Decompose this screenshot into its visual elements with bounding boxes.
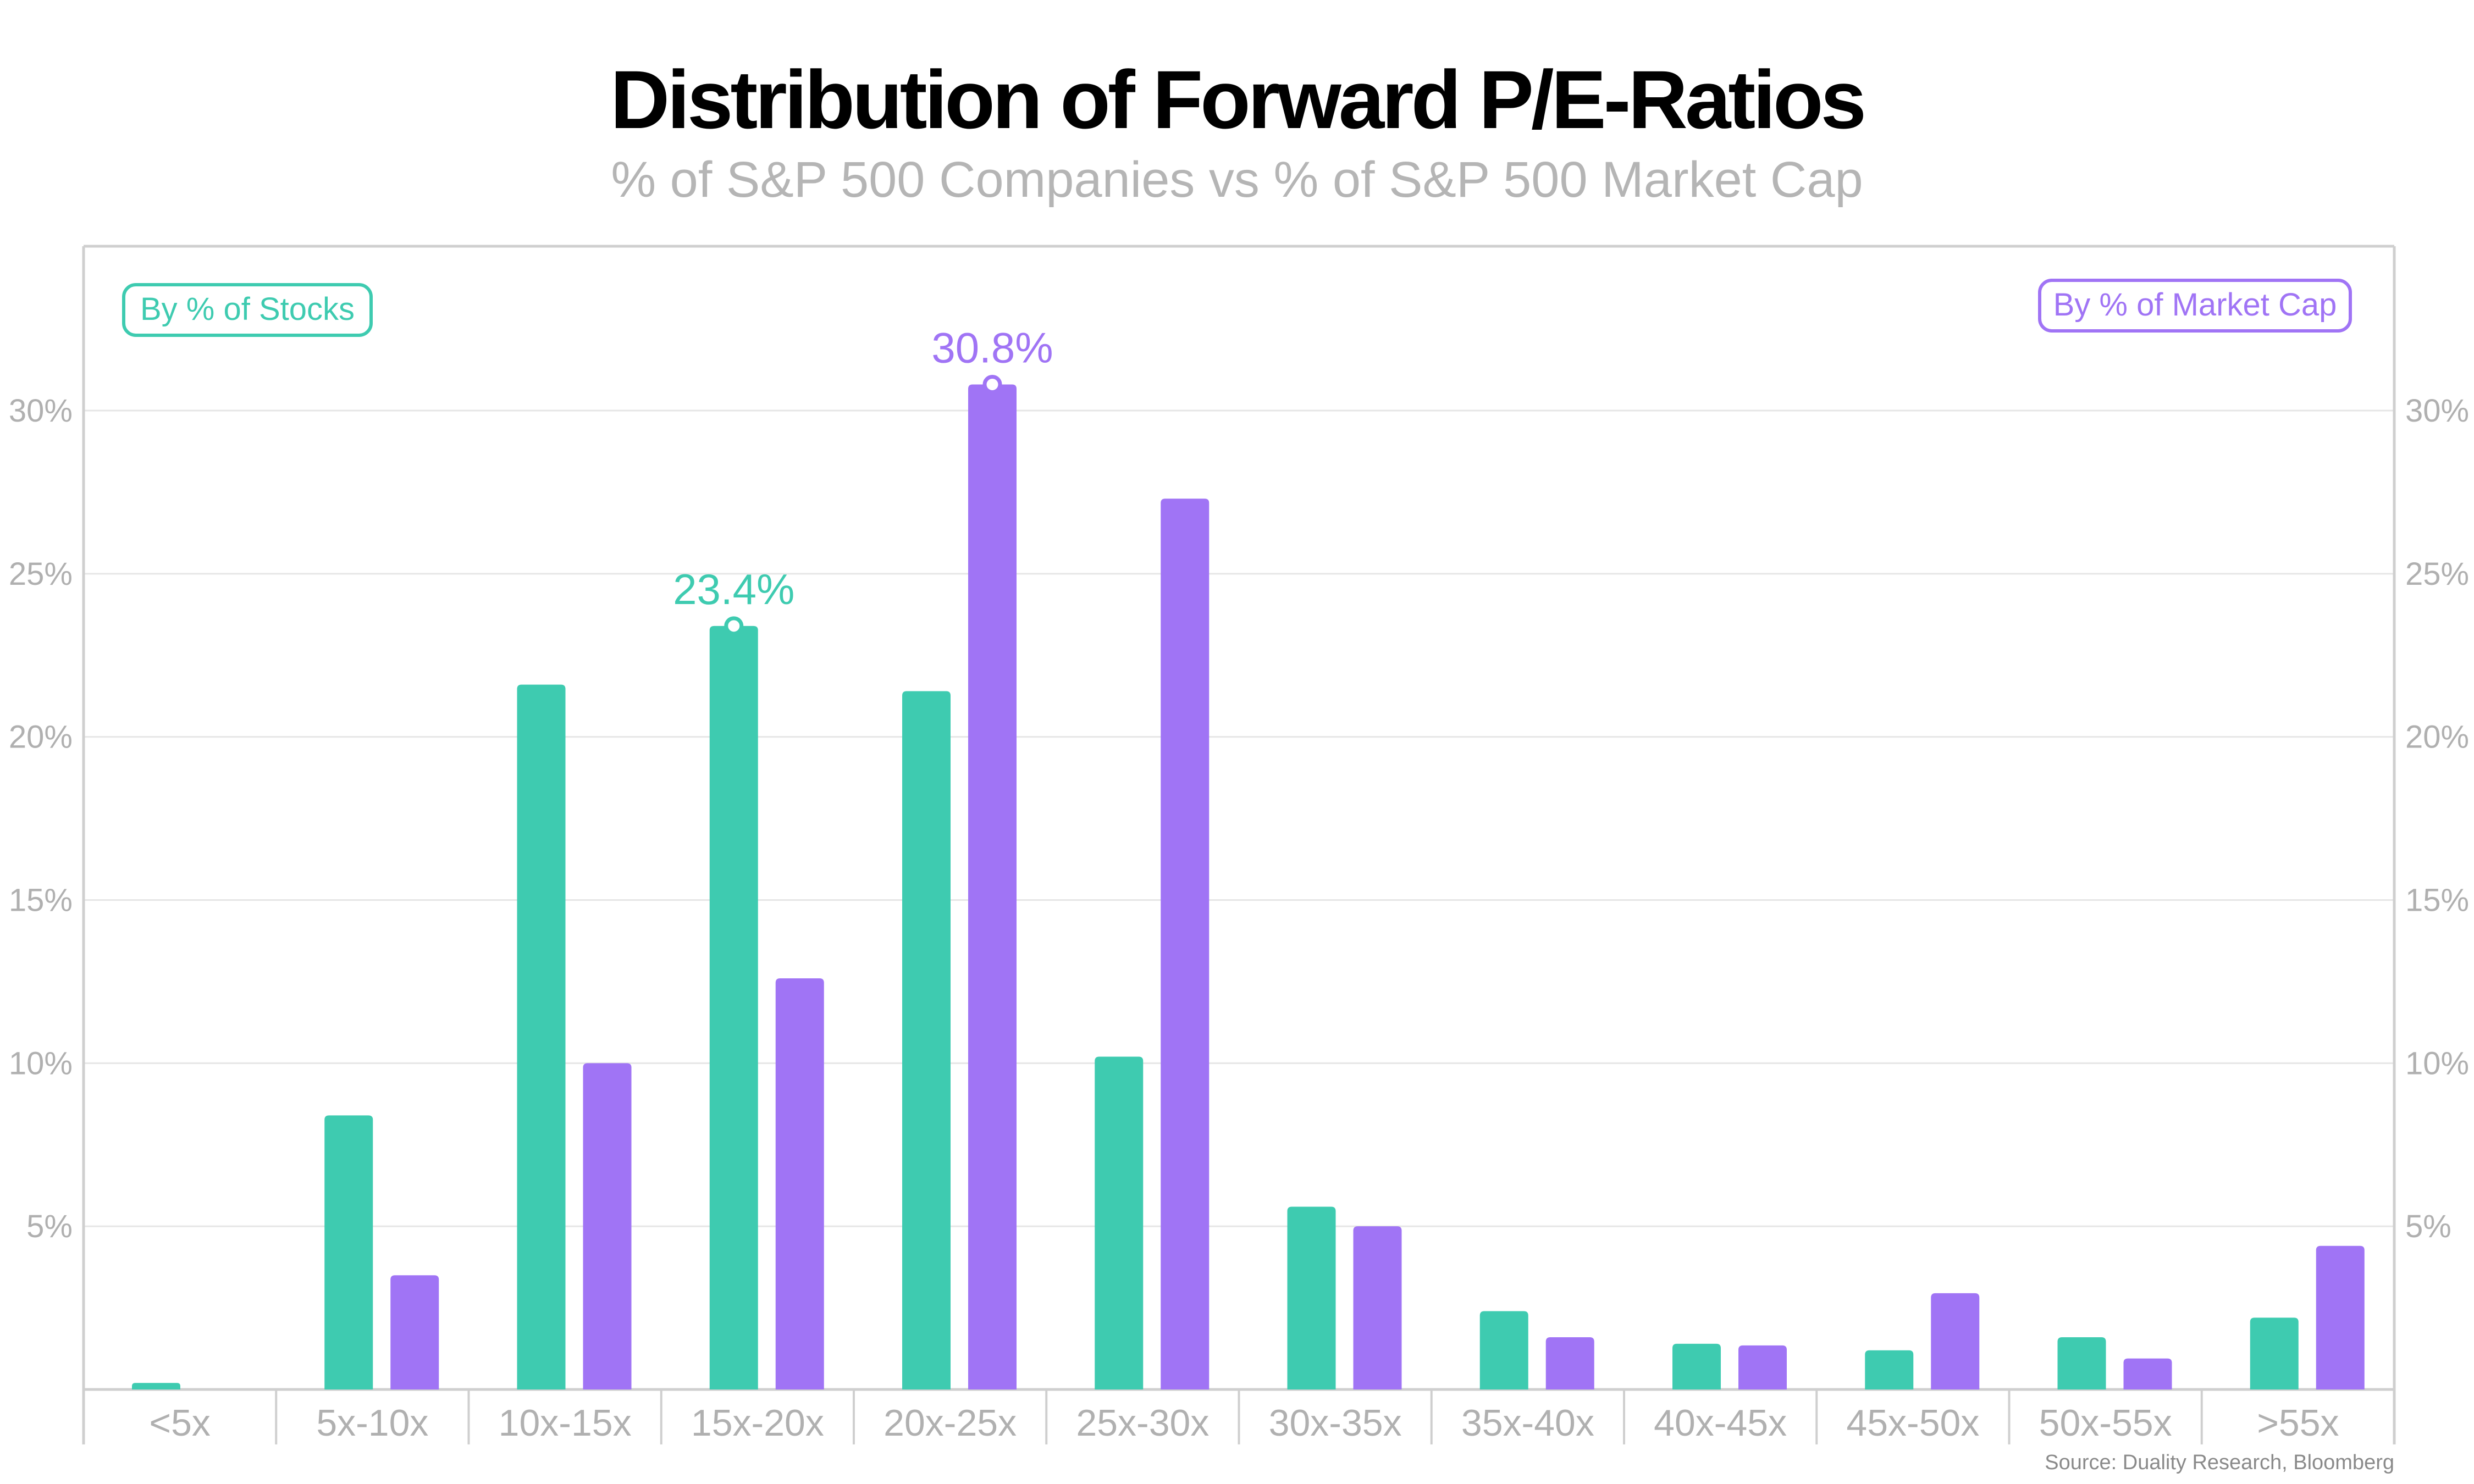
source-note: Source: Duality Research, Bloomberg — [2045, 1451, 2394, 1474]
bar-market-cap — [2123, 1358, 2172, 1389]
peak-marker — [724, 616, 744, 636]
y-tick-label-left: 5% — [26, 1209, 73, 1244]
y-tick-label-right: 5% — [2405, 1209, 2451, 1244]
x-tick-label: 45x-50x — [1846, 1402, 1979, 1444]
bar-market-cap — [1545, 1337, 1594, 1389]
x-tick-label: 25x-30x — [1076, 1402, 1209, 1444]
y-tick-label-left: 25% — [9, 556, 73, 592]
x-tick-label: 5x-10x — [316, 1402, 428, 1444]
x-tick-label: 30x-35x — [1269, 1402, 1402, 1444]
peak-value-label: 30.8% — [931, 324, 1053, 372]
legend-market-cap-label: By % of Market Cap — [2053, 287, 2337, 323]
x-tick-label: 10x-15x — [499, 1402, 632, 1444]
y-tick-label-right: 25% — [2405, 556, 2469, 592]
y-tick-label-left: 20% — [9, 719, 73, 755]
peak-marker — [982, 375, 1002, 395]
legend-market-cap-box — [2038, 279, 2352, 333]
y-tick-label-right: 30% — [2405, 393, 2469, 429]
bar-stocks — [1479, 1311, 1528, 1389]
bar-stocks — [1672, 1343, 1721, 1389]
bar-market-cap — [1161, 499, 1210, 1389]
bar-stocks — [902, 691, 951, 1389]
y-tick-label-right: 10% — [2405, 1045, 2469, 1081]
x-tick-label: 40x-45x — [1654, 1402, 1787, 1444]
bar-stocks — [132, 1383, 180, 1389]
legend-stocks-box — [122, 283, 373, 337]
bar-market-cap — [1738, 1345, 1787, 1389]
bar-market-cap — [1353, 1226, 1402, 1389]
y-tick-label-right: 20% — [2405, 719, 2469, 755]
bar-market-cap — [390, 1275, 439, 1389]
bar-stocks — [1287, 1206, 1336, 1389]
bar-stocks — [1095, 1056, 1144, 1389]
bar-stocks — [2250, 1317, 2299, 1389]
legend-stocks-label: By % of Stocks — [140, 291, 355, 327]
bar-stocks — [1865, 1350, 1914, 1389]
bar-stocks — [709, 625, 758, 1389]
x-tick-label: 35x-40x — [1461, 1402, 1594, 1444]
bar-stocks — [324, 1115, 373, 1389]
peak-value-label: 23.4% — [673, 565, 794, 613]
bar-stocks — [517, 684, 566, 1389]
y-tick-label-right: 15% — [2405, 883, 2469, 918]
bar-market-cap — [968, 384, 1017, 1390]
bar-market-cap — [1931, 1293, 1980, 1389]
x-tick-label: <5x — [149, 1402, 211, 1444]
chart-title: Distribution of Forward P/E-Ratios — [610, 53, 1866, 146]
bar-stocks — [2057, 1337, 2106, 1389]
x-tick-label: 15x-20x — [691, 1402, 824, 1444]
x-tick-label: 50x-55x — [2039, 1402, 2172, 1444]
bar-market-cap — [775, 978, 824, 1389]
bar-market-cap — [583, 1063, 632, 1389]
y-tick-label-left: 30% — [9, 393, 73, 429]
x-tick-label: 20x-25x — [883, 1402, 1017, 1444]
y-tick-label-left: 10% — [9, 1045, 73, 1081]
x-tick-label: >55x — [2257, 1402, 2339, 1444]
y-tick-label-left: 15% — [9, 883, 73, 918]
chart-subtitle: % of S&P 500 Companies vs % of S&P 500 M… — [611, 152, 1863, 208]
bar-market-cap — [2316, 1245, 2365, 1389]
